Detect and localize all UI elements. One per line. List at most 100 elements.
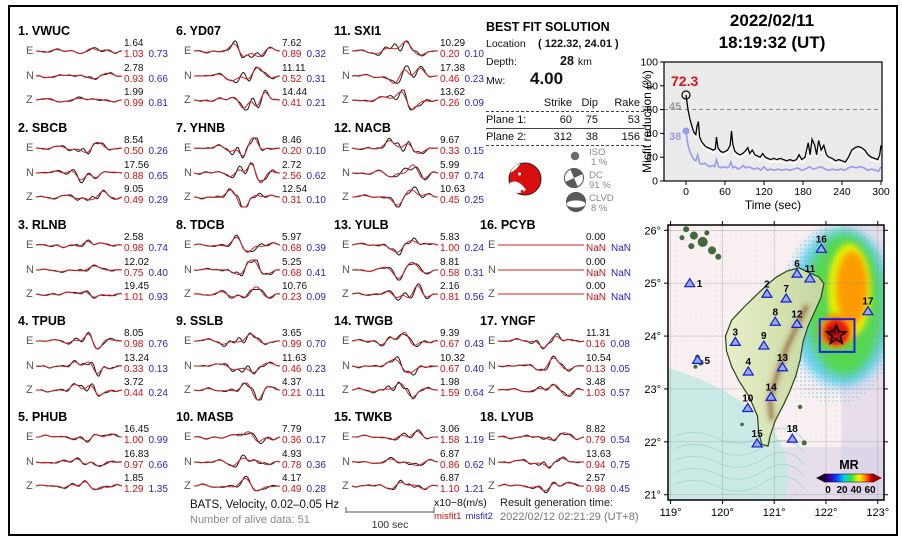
- trace-values: 2.72 2.56 0.62: [282, 160, 326, 182]
- misfit1-value: 0.16: [586, 339, 606, 350]
- amplitude-value: 9.39: [440, 328, 460, 339]
- misfit1-value: 1.58: [440, 435, 460, 446]
- trace-row-Z: Z 14.44 0.41 0.21: [176, 87, 334, 111]
- trace-row-N: N 16.83 0.97 0.66: [18, 449, 176, 473]
- channel-label: E: [488, 335, 496, 347]
- trace-values: 12.54 0.31 0.10: [282, 184, 326, 206]
- waveform-SBCB-Z: [35, 189, 123, 201]
- map-station-label-14: 14: [766, 382, 778, 393]
- lat-tick-label: 25°: [644, 278, 661, 290]
- waveform-YD07-Z: [193, 89, 281, 111]
- misfit2-value: 0.29: [148, 195, 168, 206]
- result-time-label: Result generation time:: [500, 497, 614, 509]
- waveform-MASB-N: [193, 453, 281, 468]
- amplitude-value: 8.54: [124, 135, 144, 146]
- misfit1-value: 0.97: [440, 170, 460, 182]
- channel-label: Z: [342, 384, 349, 396]
- misfit1-value: NaN: [586, 243, 607, 254]
- amplitude-value: 3.72: [124, 377, 144, 388]
- misfit2-value: 0.10: [306, 195, 326, 206]
- channel-label: E: [342, 431, 350, 443]
- misfit2-value: 0.10: [464, 49, 484, 60]
- station-title: 5. PHUB: [18, 410, 68, 424]
- depth-label: Depth:: [486, 56, 517, 68]
- waveform-MASB-E: [193, 431, 281, 445]
- station-panel-NACB: 12. NACB E 9.67 0.33 0.15 N 5.99 0.97 0.74 Z 10.63…: [334, 121, 492, 217]
- amplitude-value: 5.25: [282, 256, 302, 268]
- waveform-SXI1-Z: [351, 89, 439, 111]
- misfit2-value: 0.26: [148, 146, 168, 157]
- channel-label: N: [184, 359, 192, 372]
- misfit1-value: 0.46: [282, 363, 302, 375]
- trace-values: 19.45 1.01 0.93: [124, 281, 168, 303]
- trace-row-E: E 0.00 NaN NaN: [480, 232, 638, 256]
- amplitude-value: 0.00: [586, 256, 606, 268]
- misfit1-value: 0.13: [586, 363, 606, 375]
- station-panel-TWKB: 15. TWKB E 3.06 1.58 1.19 N 6.87 0.86 0.62 Z 6.87 1…: [334, 410, 492, 506]
- misfit1-value: 1.29: [124, 484, 144, 495]
- trace-values: 17.38 0.46 0.23: [440, 63, 484, 85]
- trace-row-Z: Z 1.99 0.99 0.81: [18, 87, 176, 111]
- svg-text:80: 80: [646, 80, 658, 92]
- map-station-triangle-11: [803, 272, 817, 283]
- channel-label: Z: [342, 480, 349, 492]
- misfit1-value: 0.41: [282, 98, 302, 109]
- misfit2-value: 0.11: [306, 388, 326, 399]
- trace-row-E: E 11.31 0.16 0.08: [480, 328, 638, 352]
- trace-values: 5.25 0.68 0.41: [282, 257, 326, 279]
- map-station-label-18: 18: [787, 424, 799, 435]
- amplitude-value: 12.02: [124, 256, 150, 268]
- waveform-YHNB-Z: [193, 188, 281, 208]
- waveform-YULB-Z: [351, 283, 439, 301]
- trace-values: 8.54 0.50 0.26: [124, 135, 168, 157]
- amplitude-value: 10.32: [440, 352, 466, 364]
- waveform-YHNB-N: [193, 162, 281, 183]
- trace-row-N: N 5.99 0.97 0.74: [334, 160, 492, 184]
- misfit2-value: 1.19: [464, 435, 484, 446]
- waveform-TDCB-N: [193, 259, 281, 276]
- channel-label: N: [184, 69, 192, 82]
- waveform-RLNB-N: [35, 263, 123, 273]
- map-station-label-17: 17: [862, 297, 874, 308]
- waveform-TDCB-E: [193, 234, 281, 253]
- amplitude-value: 19.45: [124, 281, 150, 292]
- map-station-triangle-18: [786, 433, 799, 443]
- amplitude-value: 1.64: [124, 38, 144, 49]
- misfit2-value: 0.31: [464, 267, 484, 279]
- map-station-label-9: 9: [761, 331, 767, 342]
- misfit1-value: 0.68: [282, 243, 302, 254]
- station-title: 8. TDCB: [176, 218, 225, 232]
- channel-label: E: [184, 335, 192, 347]
- svg-text:120: 120: [755, 186, 773, 198]
- map-station-triangle-4: [742, 365, 755, 376]
- misfit1-value: 0.98: [586, 484, 606, 495]
- map-station-triangle-16: [815, 243, 828, 253]
- waveform-NACB-N: [351, 163, 439, 180]
- misfit2-value: 0.09: [464, 98, 484, 109]
- svg-text:240: 240: [833, 186, 851, 198]
- station-title: 13. YULB: [334, 218, 389, 232]
- trace-values: 13.63 0.94 0.75: [586, 449, 630, 471]
- svg-text:60: 60: [864, 485, 876, 496]
- trace-row-N: N 6.87 0.86 0.62: [334, 449, 492, 473]
- amplitude-value: 8.81: [440, 256, 460, 268]
- amplitude-value: 11.63: [282, 352, 307, 364]
- channel-label: Z: [184, 191, 191, 203]
- misfit2-value: 0.76: [148, 339, 168, 350]
- channel-label: N: [342, 263, 350, 276]
- misfit1-value: 0.86: [440, 459, 460, 471]
- channel-label: E: [342, 335, 350, 347]
- misfit1-value: 0.46: [440, 73, 460, 85]
- misfit1-value: 0.33: [124, 363, 144, 375]
- trace-row-E: E 2.58 0.98 0.74: [18, 232, 176, 256]
- trace-values: 6.87 0.86 0.62: [440, 449, 484, 471]
- trace-row-N: N 13.63 0.94 0.75: [480, 449, 638, 473]
- amplitude-value: 8.46: [282, 135, 302, 146]
- lat-tick-label: 23°: [644, 384, 661, 396]
- svg-text:20: 20: [646, 152, 658, 164]
- misfit2-value: 0.09: [306, 292, 326, 303]
- station-title: 10. MASB: [176, 410, 234, 424]
- location-label: Location: [486, 38, 526, 50]
- station-panel-TPUB: 4. TPUB E 8.05 0.98 0.76 N 13.24 0.33 0.13 Z 3.72 0…: [18, 314, 176, 410]
